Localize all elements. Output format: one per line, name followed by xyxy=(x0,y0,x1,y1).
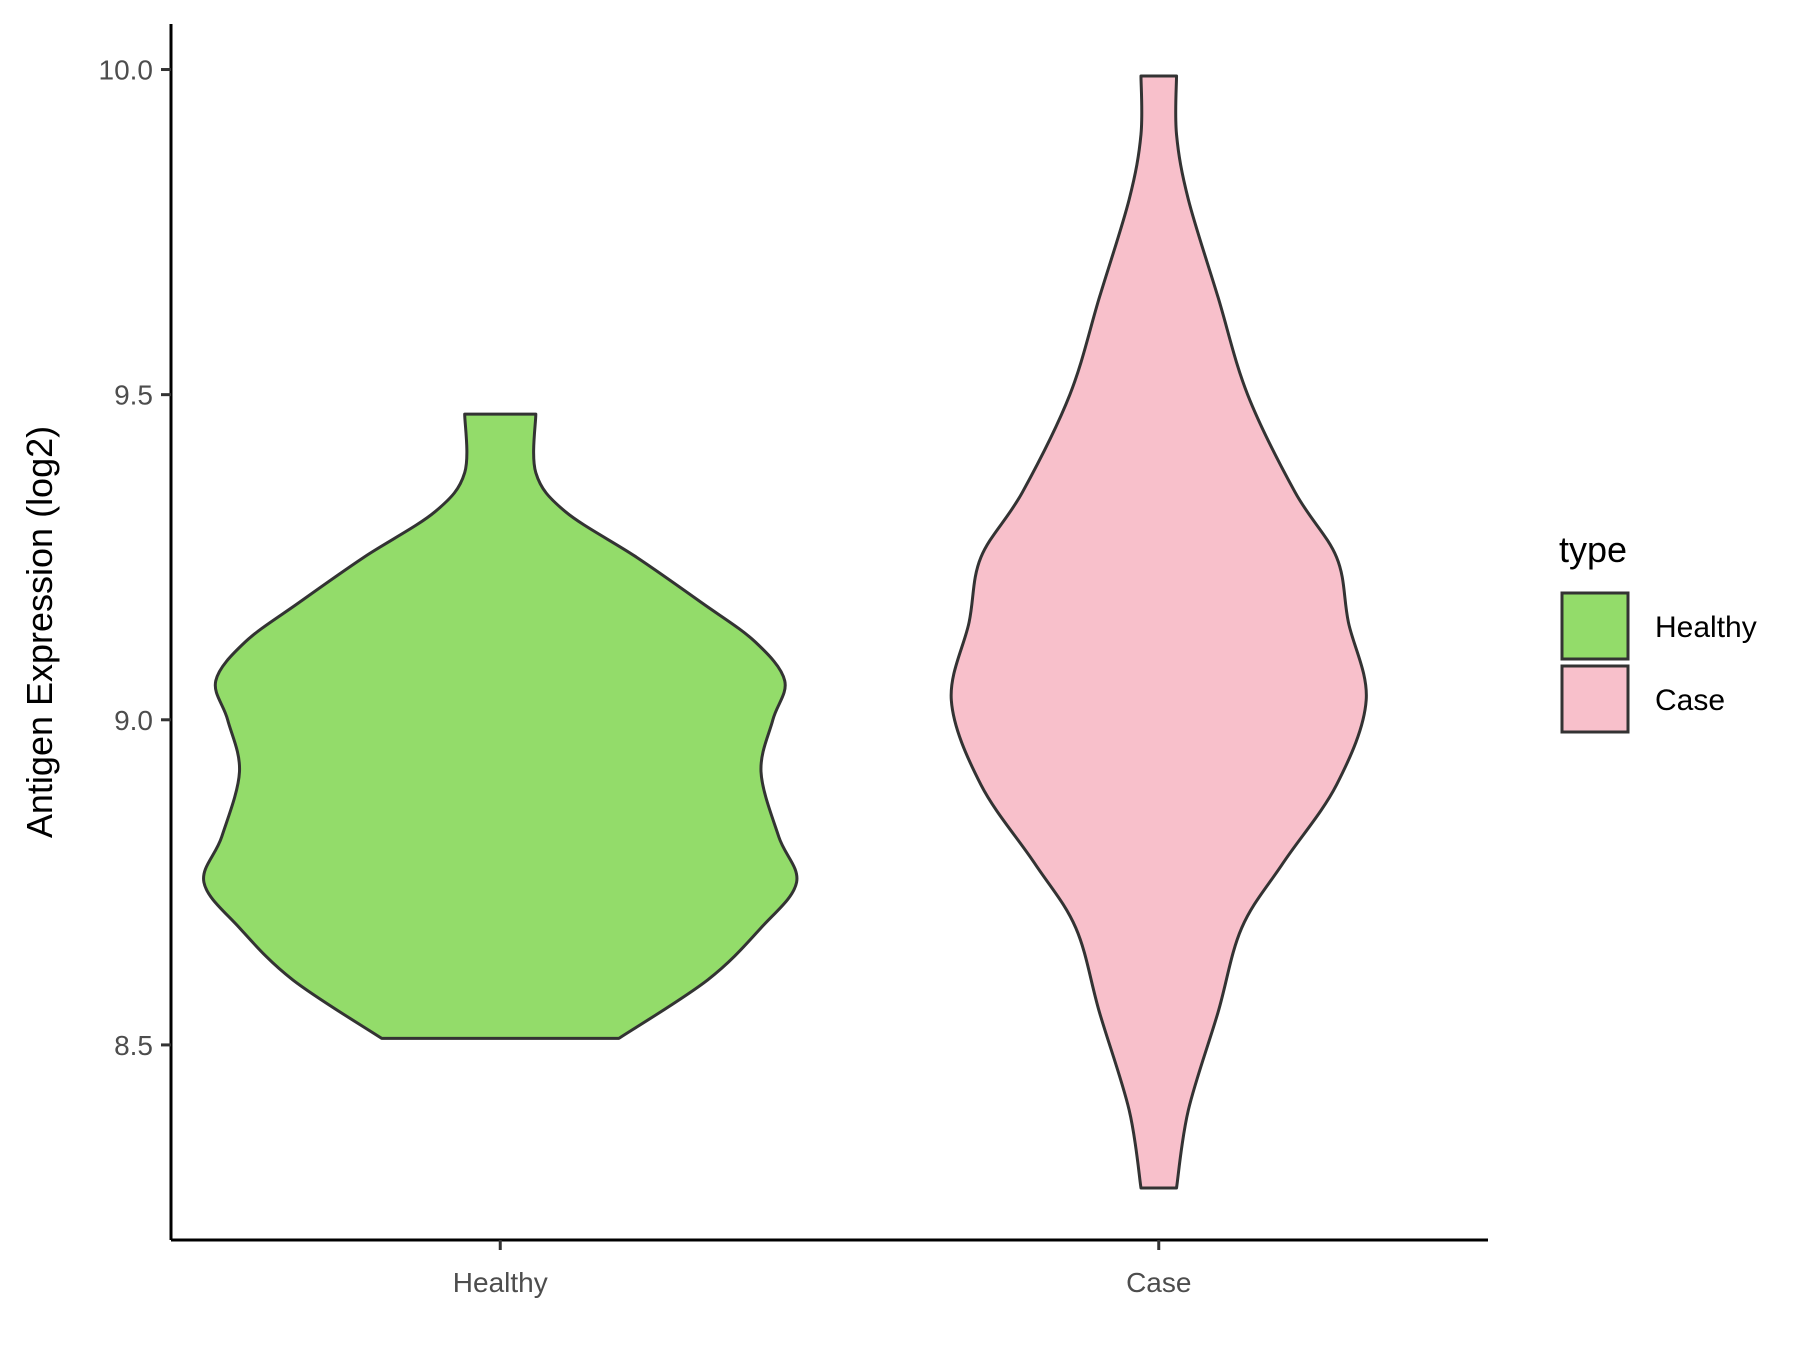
y-axis-title: Antigen Expression (log2) xyxy=(19,426,60,838)
x-tick-label-case: Case xyxy=(1126,1267,1191,1298)
x-tick-label-healthy: Healthy xyxy=(453,1267,548,1298)
y-tick-label: 9.0 xyxy=(114,705,153,736)
violin-healthy xyxy=(202,412,799,1040)
violin-case xyxy=(949,74,1368,1190)
legend-swatch-case xyxy=(1560,664,1630,734)
y-tick-label: 9.5 xyxy=(114,380,153,411)
legend-entries: Healthy Case xyxy=(1560,591,1757,734)
violins-group xyxy=(202,74,1368,1190)
legend-label-case: Case xyxy=(1655,684,1725,717)
y-tick-label: 8.5 xyxy=(114,1030,153,1061)
legend: type Healthy Case xyxy=(1559,529,1757,734)
y-tick-label: 10.0 xyxy=(99,55,154,86)
legend-title: type xyxy=(1559,529,1627,570)
x-axis-ticks: Healthy Case xyxy=(453,1240,1191,1298)
legend-label-healthy: Healthy xyxy=(1655,611,1757,644)
legend-swatch-healthy xyxy=(1560,591,1630,661)
y-axis-ticks: 8.5 9.0 9.5 10.0 xyxy=(99,55,171,1061)
